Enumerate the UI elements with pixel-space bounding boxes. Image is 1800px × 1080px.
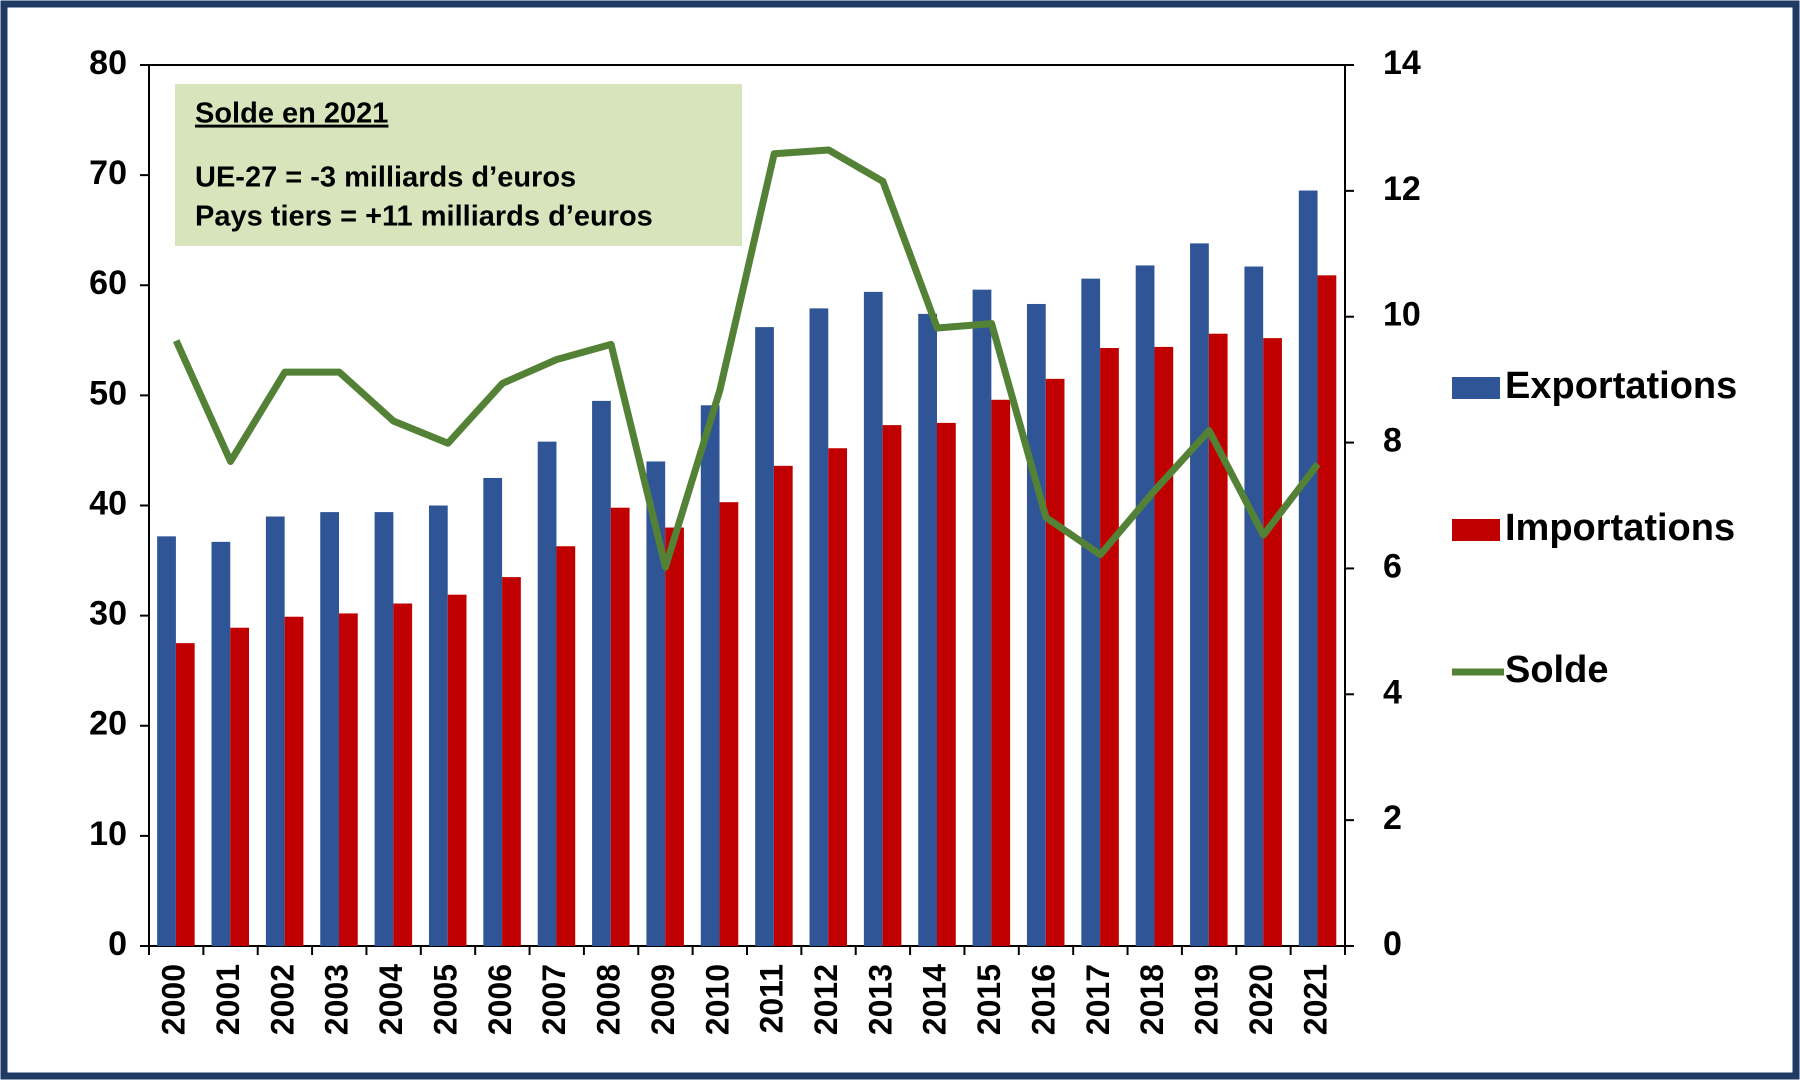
y-tick-label: 80: [89, 44, 127, 82]
x-tick-label: 2017: [1080, 964, 1116, 1035]
y-tick-label: 30: [89, 595, 127, 633]
bar: [1263, 338, 1282, 946]
bar: [1244, 266, 1264, 946]
bar: [809, 308, 829, 947]
y-tick-label: 0: [108, 925, 127, 963]
x-tick-label: 2015: [971, 964, 1007, 1035]
bar: [755, 327, 774, 946]
y2-tick-label: 0: [1383, 925, 1402, 963]
x-tick-label: 2013: [862, 964, 898, 1035]
line: [172, 146, 1321, 571]
annotation: Pays tiers = +11 milliards d’euros: [195, 201, 653, 233]
bar: [592, 400, 611, 947]
bar: [700, 405, 720, 946]
bar: [1135, 265, 1155, 946]
bar: [428, 505, 448, 946]
x-tick-label: 2018: [1134, 964, 1170, 1035]
x-tick-label: 2003: [319, 964, 355, 1035]
bar: [211, 541, 231, 946]
legend-label: Solde: [1505, 649, 1608, 691]
y2-tick-label: 8: [1383, 422, 1402, 460]
bar: [972, 289, 992, 946]
bar: [1045, 378, 1065, 946]
bar: [828, 448, 848, 946]
bar: [1208, 333, 1228, 947]
legend-label: Importations: [1505, 507, 1735, 549]
y2-tick-label: 12: [1383, 170, 1421, 208]
bar: [1317, 275, 1337, 946]
bar: [230, 627, 250, 946]
x-tick-label: 2008: [591, 964, 627, 1035]
bar: [265, 516, 285, 946]
bar: [1298, 190, 1318, 947]
bar: [447, 594, 467, 946]
bar: [1026, 303, 1046, 946]
y-tick-label: 70: [89, 154, 127, 192]
y2-tick-label: 6: [1383, 547, 1402, 585]
x-tick-label: 2014: [917, 964, 953, 1035]
x-tick-label: 2012: [808, 964, 844, 1035]
annotation: Solde en 2021: [195, 98, 388, 130]
bar: [393, 603, 413, 946]
x-tick-label: 2000: [156, 964, 192, 1035]
legend-swatch: [1452, 519, 1500, 541]
bar: [483, 477, 503, 946]
annotation: UE-27 = -3 milliards d’euros: [195, 162, 576, 194]
bar: [665, 527, 684, 946]
bar: [537, 441, 557, 946]
x-tick-label: 2009: [645, 964, 681, 1035]
bar: [991, 399, 1011, 946]
bar: [863, 291, 883, 946]
y2-tick-label: 10: [1383, 296, 1421, 334]
bar: [719, 502, 739, 946]
x-tick-label: 2016: [1025, 964, 1061, 1035]
bar: [339, 613, 358, 946]
x-tick-label: 2004: [373, 964, 409, 1035]
bar: [1154, 346, 1174, 946]
x-tick-label: 2020: [1243, 964, 1279, 1035]
bar: [646, 461, 666, 946]
legend-label: Exportations: [1505, 365, 1737, 407]
x-tick-label: 2006: [482, 964, 518, 1035]
y-tick-label: 20: [89, 705, 127, 743]
bar: [773, 465, 793, 946]
x-tick-label: 2007: [536, 964, 572, 1035]
x-tick-label: 2019: [1189, 964, 1225, 1035]
x-tick-label: 2021: [1297, 964, 1333, 1035]
y-tick-label: 60: [89, 264, 127, 302]
bar: [1100, 348, 1119, 946]
bar: [1190, 243, 1209, 947]
bar: [610, 507, 630, 946]
y2-tick-label: 4: [1383, 673, 1402, 711]
bar: [175, 643, 195, 946]
x-tick-label: 2005: [427, 964, 463, 1035]
x-tick-label: 2001: [210, 964, 246, 1035]
y2-tick-label: 2: [1383, 799, 1402, 837]
bar: [502, 577, 521, 946]
bar: [556, 546, 576, 946]
bar: [882, 425, 902, 946]
bar: [918, 313, 938, 946]
y-tick-label: 40: [89, 484, 127, 522]
y-tick-label: 50: [89, 374, 127, 412]
legend-swatch: [1452, 377, 1500, 399]
bar: [320, 512, 340, 946]
bar: [937, 422, 956, 946]
y2-tick-label: 14: [1383, 44, 1421, 82]
annotation-box: [175, 84, 742, 246]
bar: [157, 536, 176, 946]
x-tick-label: 2010: [699, 964, 735, 1035]
x-tick-label: 2011: [754, 964, 790, 1033]
x-tick-label: 2002: [264, 964, 300, 1035]
bar: [284, 616, 304, 946]
bar: [374, 512, 394, 946]
bar: [1081, 278, 1101, 947]
y-tick-label: 10: [89, 815, 127, 853]
